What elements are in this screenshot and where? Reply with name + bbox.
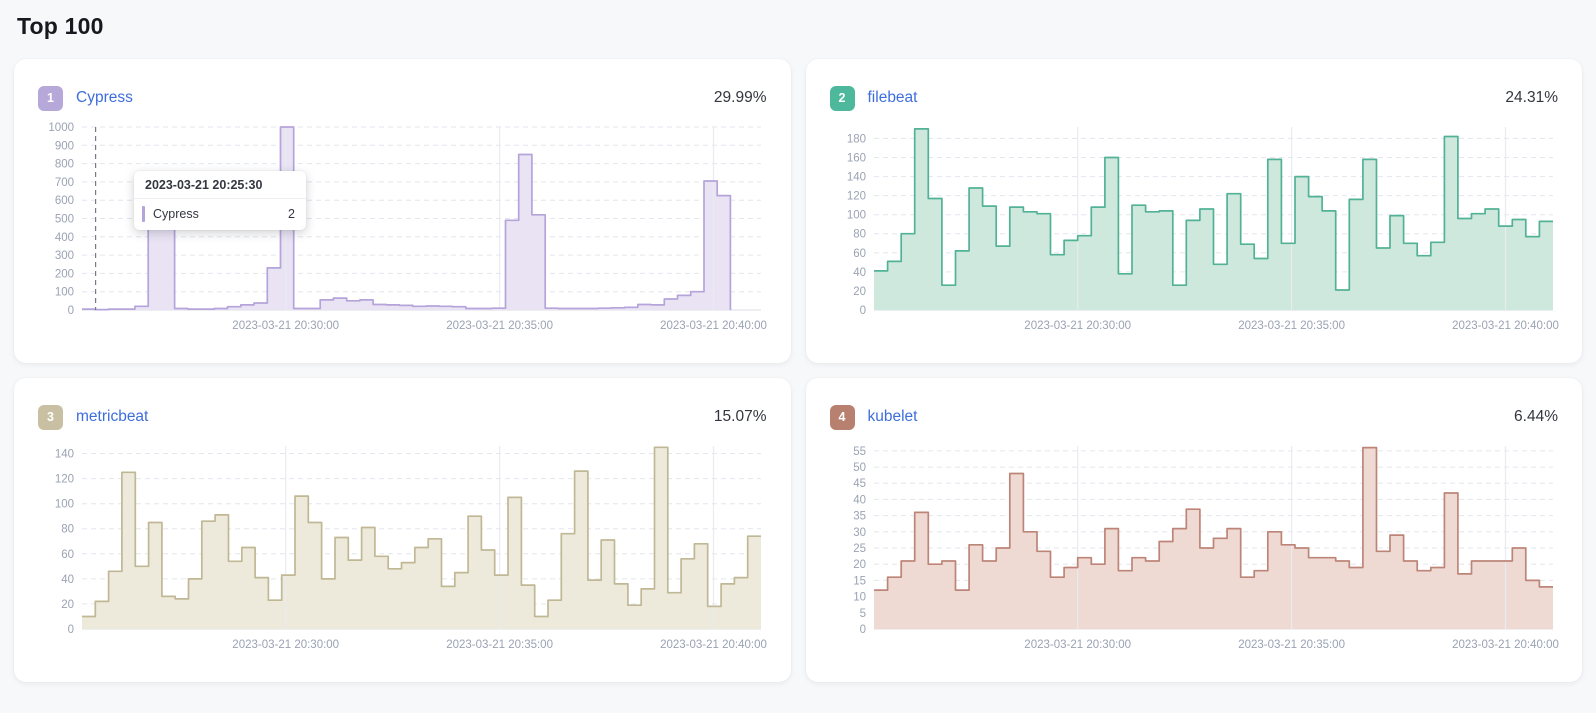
series-link-metricbeat[interactable]: metricbeat (76, 408, 149, 425)
svg-text:20: 20 (853, 286, 866, 298)
svg-text:30: 30 (853, 527, 866, 539)
svg-text:140: 140 (55, 449, 74, 461)
svg-text:5: 5 (859, 608, 865, 620)
chart-svg: 0 100 200 300 400 500 600 700 800 900 1000 2023-03-… (48, 122, 767, 332)
svg-text:100: 100 (55, 499, 74, 511)
chart-card-filebeat: 2 filebeat 24.31% 0 20 40 60 80 100 120 140 160 1… (805, 59, 1582, 363)
tooltip-time: 2023-03-21 20:25:30 (134, 171, 306, 199)
svg-text:1000: 1000 (48, 122, 74, 134)
svg-text:500: 500 (55, 214, 74, 226)
card-header: 4 kubelet 6.44% (829, 400, 1558, 434)
svg-text:2023-03-21 20:40:00: 2023-03-21 20:40:00 (1452, 639, 1559, 651)
series-link-filebeat[interactable]: filebeat (867, 89, 918, 106)
rank-badge: 4 (829, 404, 855, 430)
svg-text:20: 20 (61, 599, 74, 611)
tooltip-series-value: 2 (288, 207, 295, 221)
svg-text:2023-03-21 20:30:00: 2023-03-21 20:30:00 (1024, 639, 1131, 651)
series-link-kubelet[interactable]: kubelet (867, 408, 918, 425)
svg-text:50: 50 (853, 462, 866, 474)
svg-text:2023-03-21 20:40:00: 2023-03-21 20:40:00 (660, 639, 767, 651)
percent-value: 6.44% (1514, 408, 1558, 425)
series-link-cypress[interactable]: Cypress (76, 89, 133, 106)
page-title: Top 100 (17, 13, 104, 39)
tooltip-series-name: Cypress (153, 207, 199, 221)
svg-text:100: 100 (55, 287, 74, 299)
chart-svg: 0 5 10 15 20 25 30 35 40 45 50 55 2023-03-21 20:30:0… (853, 446, 1559, 651)
svg-text:0: 0 (859, 624, 865, 636)
svg-text:400: 400 (55, 232, 74, 244)
area-chart-metricbeat[interactable]: 0 20 40 60 80 100 120 140 2023-03-21 20:30:00 202… (38, 440, 767, 655)
svg-text:140: 140 (846, 172, 865, 184)
svg-text:40: 40 (853, 494, 866, 506)
svg-text:200: 200 (55, 268, 74, 280)
svg-text:0: 0 (859, 305, 865, 317)
chart-svg: 0 20 40 60 80 100 120 140 160 180 2023-03-21 20:30… (846, 127, 1559, 332)
area-chart-cypress[interactable]: 0 100 200 300 400 500 600 700 800 900 1000 2023-03-… (38, 121, 767, 336)
svg-text:80: 80 (853, 229, 866, 241)
svg-text:2023-03-21 20:30:00: 2023-03-21 20:30:00 (232, 639, 339, 651)
chart-card-cypress: 1 Cypress 29.99% 0 100 200 300 400 500 600 700 8… (14, 59, 791, 363)
svg-text:2023-03-21 20:35:00: 2023-03-21 20:35:00 (446, 639, 553, 651)
percent-value: 29.99% (713, 89, 767, 106)
svg-text:40: 40 (853, 267, 866, 279)
rank-badge: 2 (829, 85, 855, 111)
svg-text:600: 600 (55, 195, 74, 207)
area-chart-filebeat[interactable]: 0 20 40 60 80 100 120 140 160 180 2023-03-21 20:30… (830, 121, 1559, 336)
svg-text:2023-03-21 20:40:00: 2023-03-21 20:40:00 (660, 320, 767, 332)
rank-badge: 3 (38, 404, 63, 430)
chart-tooltip: 2023-03-21 20:25:30 Cypress 2 (134, 171, 306, 230)
svg-text:0: 0 (68, 624, 74, 636)
svg-text:900: 900 (55, 140, 74, 152)
svg-text:45: 45 (853, 478, 866, 490)
chart-card-kubelet: 4 kubelet 6.44% 0 5 10 15 20 25 30 35 40 45 50 55 20… (805, 378, 1582, 682)
svg-text:25: 25 (853, 543, 866, 555)
svg-text:60: 60 (853, 248, 866, 260)
svg-text:2023-03-21 20:35:00: 2023-03-21 20:35:00 (1238, 320, 1345, 332)
svg-text:100: 100 (846, 210, 865, 222)
svg-text:180: 180 (846, 133, 865, 145)
tooltip-series-marker (142, 206, 145, 222)
svg-text:2023-03-21 20:35:00: 2023-03-21 20:35:00 (1238, 639, 1345, 651)
svg-text:800: 800 (55, 159, 74, 171)
svg-text:0: 0 (68, 305, 74, 317)
svg-text:80: 80 (61, 524, 74, 536)
svg-text:700: 700 (55, 177, 74, 189)
tooltip-row: Cypress 2 (134, 199, 306, 230)
svg-text:2023-03-21 20:30:00: 2023-03-21 20:30:00 (232, 320, 339, 332)
chart-svg: 0 20 40 60 80 100 120 140 2023-03-21 20:30:00 202… (55, 446, 767, 651)
svg-text:40: 40 (61, 574, 74, 586)
svg-text:2023-03-21 20:35:00: 2023-03-21 20:35:00 (446, 320, 553, 332)
card-header: 1 Cypress 29.99% (38, 81, 767, 115)
svg-text:55: 55 (853, 446, 866, 458)
percent-value: 24.31% (1505, 89, 1558, 106)
svg-text:2023-03-21 20:30:00: 2023-03-21 20:30:00 (1024, 320, 1131, 332)
card-header: 2 filebeat 24.31% (829, 81, 1558, 115)
svg-text:10: 10 (853, 592, 866, 604)
svg-text:35: 35 (853, 511, 866, 523)
card-header: 3 metricbeat 15.07% (38, 400, 767, 434)
svg-text:60: 60 (61, 549, 74, 561)
svg-text:160: 160 (846, 153, 865, 165)
chart-card-metricbeat: 3 metricbeat 15.07% 0 20 40 60 80 100 120 140 20… (14, 378, 791, 682)
area-chart-kubelet[interactable]: 0 5 10 15 20 25 30 35 40 45 50 55 2023-03-21 20:30:0… (830, 440, 1559, 655)
svg-text:15: 15 (853, 575, 866, 587)
svg-text:20: 20 (853, 559, 866, 571)
svg-text:300: 300 (55, 250, 74, 262)
cards-grid: 1 Cypress 29.99% 0 100 200 300 400 500 600 700 8… (14, 59, 1582, 682)
svg-text:2023-03-21 20:40:00: 2023-03-21 20:40:00 (1452, 320, 1559, 332)
svg-text:120: 120 (846, 191, 865, 203)
svg-text:120: 120 (55, 474, 74, 486)
percent-value: 15.07% (713, 408, 767, 425)
rank-badge: 1 (38, 85, 63, 111)
